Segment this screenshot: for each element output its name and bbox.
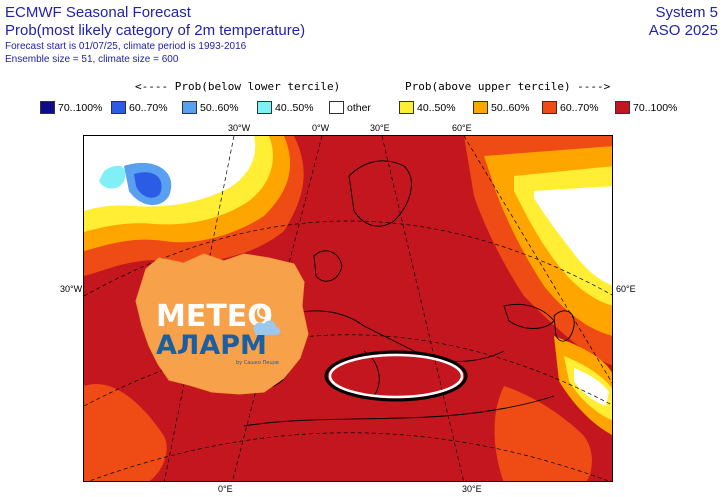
period-label: ASO 2025 [648, 22, 718, 39]
tick-top-60e: 60°E [452, 123, 472, 133]
parallel-30n [88, 432, 610, 481]
title-line1: ECMWF Seasonal Forecast [5, 4, 191, 21]
region-blue-40-50 [99, 165, 126, 189]
region-other-caspian [574, 368, 609, 406]
legend-label: other [347, 101, 371, 114]
legend-item: 50..60% [182, 101, 239, 114]
legend-item: 70..100% [615, 101, 677, 114]
legend-label: 60..70% [129, 101, 168, 114]
region-other-atlantic [84, 136, 256, 211]
legend-swatch [615, 101, 630, 114]
watermark-line1: МЕТЕО [156, 299, 273, 334]
watermark-small: by Сашко Пецов [236, 360, 279, 366]
coast-black-sea [503, 303, 555, 329]
legend-label: 70..100% [58, 101, 103, 114]
meridian-30e [381, 136, 464, 481]
legend-item: 70..100% [40, 101, 102, 114]
legend-swatch [111, 101, 126, 114]
tick-right-60e: 60°E [616, 284, 636, 294]
legend-swatch [542, 101, 557, 114]
region-other-east [534, 186, 612, 286]
region-blue-60-70 [134, 172, 162, 198]
title-line2: Prob(most likely category of 2m temperat… [5, 22, 306, 39]
title-block: ECMWF Seasonal Forecast Prob(most likely… [5, 4, 305, 66]
tick-left-30w: 30°W [60, 284, 83, 294]
watermark-badge [135, 253, 309, 395]
legend-swatch [257, 101, 272, 114]
legend-item: other [329, 101, 371, 114]
system-block: System 5 ASO 2025 [649, 4, 718, 40]
coast-scandinavia [348, 160, 412, 227]
legend-label: 50..60% [491, 101, 530, 114]
tick-bottom-0: 0°E [218, 484, 233, 494]
region-60-70-sw [84, 384, 167, 481]
coast-north-africa [243, 395, 555, 427]
coast-central-europe [283, 310, 505, 362]
legend-item: 40..50% [399, 101, 456, 114]
watermark-line2: АЛАРМ [156, 330, 267, 361]
watermark-logo: МЕТЕО АЛАРМ by Сашко Пецов [156, 299, 281, 366]
tercile-above-label: Prob(above upper tercile) ----> [405, 80, 611, 93]
meridian-0 [232, 136, 323, 481]
tercile-below-label: <---- Prob(below lower tercile) [135, 80, 341, 93]
tick-top-30e: 30°E [370, 123, 390, 133]
legend-swatch [329, 101, 344, 114]
legend-label: 60..70% [560, 101, 599, 114]
title-line4: Ensemble size = 51, climate size = 600 [5, 54, 179, 65]
legend-item: 40..50% [257, 101, 314, 114]
highlight-ellipse-inner [328, 353, 464, 399]
highlight-ellipse-outer [324, 350, 468, 402]
tercile-labels: <---- Prob(below lower tercile) Prob(abo… [0, 80, 724, 94]
legend-swatch [40, 101, 55, 114]
map-canvas: МЕТЕО АЛАРМ by Сашко Пецов [84, 136, 612, 481]
parallel-45n [84, 334, 612, 407]
title-line3: Forecast start is 01/07/25, climate peri… [5, 41, 247, 52]
region-60-70-se [494, 386, 592, 481]
coast-caspian [553, 310, 575, 342]
cloud-icon [253, 320, 281, 335]
legend-swatch [399, 101, 414, 114]
legend-item: 50..60% [473, 101, 530, 114]
system-label: System 5 [655, 4, 718, 21]
legend-swatch [182, 101, 197, 114]
legend-label: 50..60% [200, 101, 239, 114]
legend-swatch [473, 101, 488, 114]
legend-label: 40..50% [417, 101, 456, 114]
tick-top-0: 0°W [312, 123, 330, 133]
legend-label: 40..50% [275, 101, 314, 114]
forecast-map: МЕТЕО АЛАРМ by Сашко Пецов [83, 135, 613, 482]
tick-bottom-30e: 30°E [462, 484, 482, 494]
coast-britain [313, 250, 343, 282]
sun-icon [257, 305, 271, 319]
legend-label: 70..100% [633, 101, 678, 114]
tick-top-30w: 30°W [228, 123, 251, 133]
legend-item: 60..70% [542, 101, 599, 114]
legend-item: 60..70% [111, 101, 168, 114]
